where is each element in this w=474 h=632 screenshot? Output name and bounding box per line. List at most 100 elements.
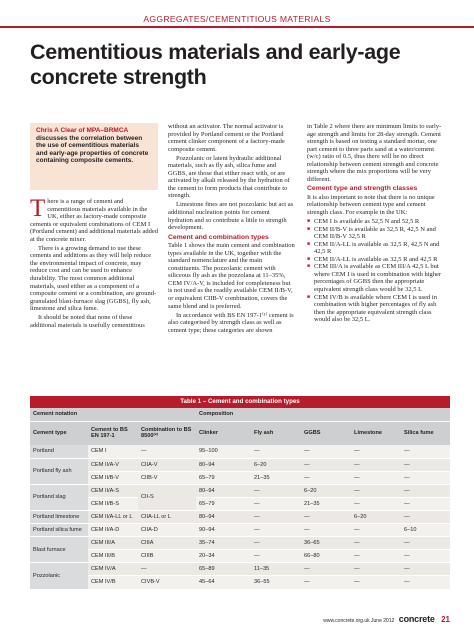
paragraph: here is a range of cement and cementitio…	[30, 198, 158, 243]
cell: CIIA-D	[138, 523, 197, 538]
cell: CEM II/A-S	[88, 484, 138, 498]
column-header: Fly ash	[251, 421, 302, 445]
table-row: Portland silica fume CEM II/A-D CIIA-D 9…	[30, 523, 451, 538]
list-item: CEM III/A is available as CEM III/A 42,5…	[307, 263, 445, 293]
list-item: CEM II/A-LL is available as 32,5 R, 42,5…	[307, 241, 445, 256]
list-item: CEM II/B-V is available as 32,5 R, 42,5 …	[307, 226, 445, 241]
cell: 11–35	[251, 562, 302, 577]
table-row: Portland fly ash CEM II/A-V CIIA-V 80–94…	[30, 458, 451, 485]
cell-cement-type: Blast furnace	[30, 536, 88, 564]
cell: CEM II/A-LL or L	[88, 510, 138, 525]
cell: —	[401, 562, 451, 577]
cell: CIVB-V	[138, 575, 197, 590]
cell: —	[401, 484, 451, 498]
page-number: 21	[441, 615, 450, 624]
cell: 65–79	[196, 471, 252, 485]
cell: CIIB-V	[138, 471, 197, 485]
cell: CEM II/A-D	[88, 523, 138, 538]
paragraph: without an activator. The normal activat…	[168, 123, 285, 153]
cell: —	[301, 458, 352, 472]
cell: CEM II/A-V	[88, 458, 138, 472]
subheading: Cement and combination types	[168, 233, 269, 241]
cell: CEM III/B	[88, 549, 138, 564]
list-item: CEM II/A-LL is available as 32,5 R and 4…	[307, 256, 445, 264]
cell: CIIIB	[138, 549, 197, 564]
column-header: GGBS	[301, 421, 352, 445]
cell: —	[351, 497, 402, 511]
body-column-3: in Table 2 where there are minimum limit…	[307, 123, 445, 324]
cell: —	[301, 445, 352, 459]
cell: CIIIA	[138, 536, 197, 551]
cell: CEM II/B-S	[88, 497, 138, 511]
table-row: Portland CEM I — 95–100 — — — —	[30, 445, 451, 459]
cell: 21–35	[301, 497, 352, 511]
cell: —	[138, 445, 197, 459]
cell: 80–94	[196, 484, 252, 498]
paragraph: In accordance with BS EN 197-1⁽¹⁾ cement…	[168, 311, 294, 334]
table-row: CEM IV/B CIVB-V 45–64 36–55 — — —	[30, 575, 451, 590]
article-title: Cementitious materials and early-age con…	[30, 40, 401, 89]
cell: 66–80	[301, 549, 352, 564]
cell: 95–100	[196, 445, 252, 459]
cell: —	[251, 510, 302, 525]
bullet-list: CEM I is available as 52,5 N and 52,5 R …	[307, 218, 445, 324]
cell: 80–94	[196, 510, 252, 525]
column-header: Clinker	[196, 421, 252, 445]
cell: CEM IV/A	[88, 562, 138, 577]
cell: —	[351, 445, 402, 459]
cell: 65–79	[196, 497, 252, 511]
cell: —	[251, 549, 302, 564]
cell: —	[351, 575, 402, 590]
cell: CEM III/A	[88, 536, 138, 551]
body-column-2: without an activator. The normal activat…	[168, 123, 296, 336]
cell: —	[301, 562, 352, 577]
paragraph: There is a growing demand to use these c…	[30, 244, 157, 313]
cell: —	[301, 523, 352, 538]
cell: 80–94	[196, 458, 252, 472]
cell: —	[401, 497, 451, 511]
section-label: AGGREGATES/CEMENTITIOUS MATERIALS	[143, 14, 331, 24]
paragraph: Limestone fines are not pozzolanic but a…	[168, 201, 294, 232]
page-footer: www.concrete.org.uk June 2012 concrete 2…	[323, 614, 450, 624]
cell: —	[351, 458, 402, 472]
table-row: Portland limestone CEM II/A-LL or L CIIA…	[30, 510, 451, 525]
cell: —	[351, 484, 402, 498]
cell: —	[401, 536, 451, 551]
table-row: Pozzolanic CEM IV/A — 65–89 11–35 — — —	[30, 562, 451, 590]
paragraph: Table 1 shows the main cement and combin…	[168, 242, 295, 310]
section-divider	[0, 26, 474, 28]
group-header-notation: Cement notation	[30, 408, 197, 422]
intro-standfirst: Chris A Clear of MPA–BRMCA discusses the…	[30, 123, 158, 190]
table-row: Blast furnace CEM III/A CIIIA 35–74 — 36…	[30, 536, 451, 564]
paragraph: in Table 2 where there are minimum limit…	[307, 123, 442, 183]
column-header: Combination to BS 8500⁽²⁾	[138, 421, 197, 445]
cell: —	[401, 549, 451, 564]
cell: —	[251, 536, 302, 551]
paragraph: Pozzolanic or latent hydraulic additiona…	[168, 154, 290, 200]
cell: —	[401, 575, 451, 590]
column-header: Cement type	[30, 421, 88, 445]
cell: 36–55	[251, 575, 302, 590]
cell: 65–89	[196, 562, 252, 577]
cell: —	[351, 536, 402, 551]
column-header: Limestone	[351, 421, 402, 445]
cell: CIIA-LL or L	[138, 510, 197, 525]
cell: CEM IV/B	[88, 575, 138, 590]
subheading: Cement type and strength classes	[307, 185, 418, 193]
cell: —	[251, 484, 302, 498]
cell: 6–20	[251, 458, 302, 472]
cell: 45–64	[196, 575, 252, 590]
cell: —	[251, 523, 302, 538]
cell: 20–34	[196, 549, 252, 564]
cell: 90–94	[196, 523, 252, 538]
list-item: CEM I is available as 52,5 N and 52,5 R	[307, 218, 445, 226]
cell: —	[401, 458, 451, 472]
footer-url: www.concrete.org.uk	[323, 618, 370, 624]
table-row: Portland slag CEM II/A-S CII-S 80–94 — 6…	[30, 484, 451, 511]
cell-cement-type: Portland fly ash	[30, 458, 88, 485]
cell: —	[401, 471, 451, 485]
intro-text: discusses the correlation between the us…	[36, 134, 149, 165]
paragraph: It should be noted that none of these ad…	[30, 314, 145, 329]
cell: —	[301, 575, 352, 590]
